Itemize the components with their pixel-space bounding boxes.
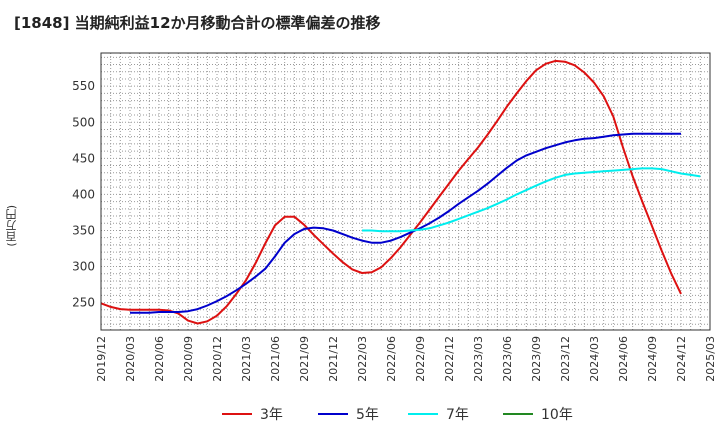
- legend-swatch: [222, 413, 252, 415]
- x-tick-label: 2023/09: [530, 336, 543, 382]
- x-tick-label: 2020/12: [211, 336, 224, 382]
- x-tick-label: 2024/09: [646, 336, 659, 382]
- legend-swatch: [503, 413, 533, 415]
- series-line-2: [362, 167, 701, 233]
- legend-label: 10年: [541, 407, 573, 423]
- x-tick-label: 2021/06: [269, 336, 282, 382]
- x-tick-label: 2020/09: [182, 336, 195, 382]
- y-tick-label: 400: [72, 187, 95, 201]
- x-tick-label: 2024/03: [588, 336, 601, 382]
- y-tick-label: 350: [72, 223, 95, 237]
- legend: 3年 5年 7年 10年: [0, 404, 720, 428]
- x-tick-label: 2023/03: [472, 336, 485, 382]
- x-tick-label: 2022/03: [356, 336, 369, 382]
- x-tick-label: 2020/03: [124, 336, 137, 382]
- x-tick-label: 2022/12: [443, 336, 456, 382]
- x-tick-label: 2022/09: [414, 336, 427, 382]
- x-tick-label: 2023/12: [559, 336, 572, 382]
- y-tick-label: 450: [72, 151, 95, 165]
- legend-label: 3年: [260, 407, 283, 423]
- x-tick-label: 2024/06: [617, 336, 630, 382]
- x-tick-label: 2022/06: [385, 336, 398, 382]
- y-tick-label: 550: [72, 79, 95, 93]
- y-tick-label: 500: [72, 115, 95, 129]
- x-tick-label: 2021/09: [298, 336, 311, 382]
- chart-title: [1848] 当期純利益12か月移動合計の標準偏差の推移: [14, 14, 381, 32]
- series-layer: [100, 59, 701, 325]
- legend-swatch: [318, 413, 348, 415]
- y-tick-label: 250: [72, 296, 95, 310]
- y-tick-label: 300: [72, 260, 95, 274]
- legend-label: 5年: [356, 407, 379, 423]
- series-line-1: [130, 132, 681, 314]
- plot-frame: [100, 52, 711, 331]
- legend-item: 7年: [408, 404, 469, 424]
- legend-label: 7年: [446, 407, 469, 423]
- tick-layer: 250 300 350 400 450 500 550 2019/12 2020/03 2020/…: [72, 79, 717, 382]
- x-tick-label: 2025/03: [704, 336, 717, 382]
- x-tick-label: 2021/12: [327, 336, 340, 382]
- series-line-0: [100, 59, 682, 325]
- legend-item: 3年: [222, 404, 283, 424]
- legend-item: 5年: [318, 404, 379, 424]
- legend-item: 10年: [503, 404, 573, 424]
- grid-layer: [100, 53, 711, 330]
- x-tick-label: 2024/12: [675, 336, 688, 382]
- x-tick-label: 2021/03: [240, 336, 253, 382]
- legend-swatch: [408, 413, 438, 415]
- x-tick-label: 2023/06: [501, 336, 514, 382]
- x-tick-label: 2019/12: [95, 336, 108, 382]
- x-tick-label: 2020/06: [153, 336, 166, 382]
